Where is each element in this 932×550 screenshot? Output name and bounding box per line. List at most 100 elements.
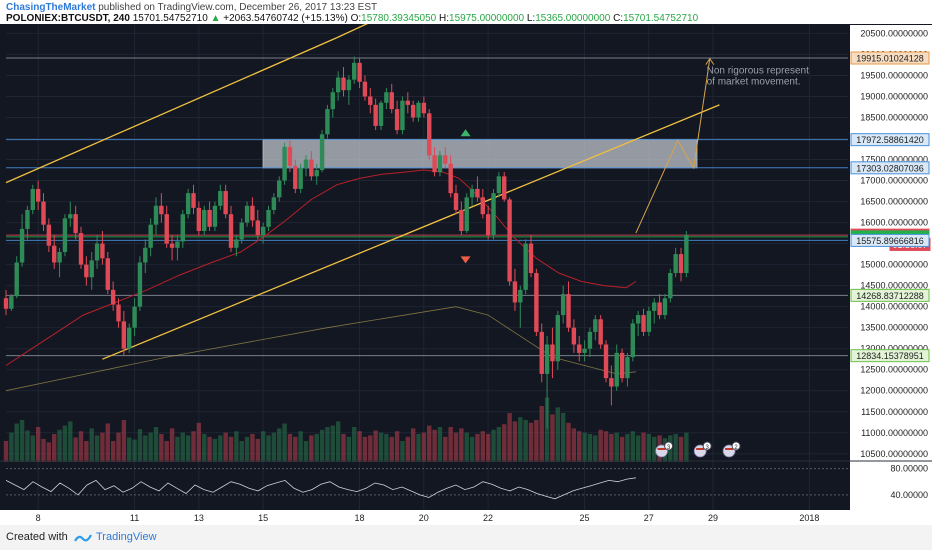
arrow-down-icon (460, 256, 471, 264)
close-value: 15701.54752710 (623, 13, 699, 24)
candle-body (357, 62, 362, 82)
volume-bar (89, 428, 94, 462)
candle-body (518, 289, 523, 303)
event-flag-stripe (725, 448, 734, 450)
volume-bar (566, 422, 571, 462)
tradingview-logo-icon[interactable] (74, 533, 92, 543)
volume-bar (335, 421, 341, 462)
volume-bar (143, 435, 148, 462)
event-flag-stripe (696, 448, 705, 450)
volume-bar (132, 439, 137, 462)
published-text: published on TradingView.com, December 2… (98, 2, 378, 13)
volume-bar (593, 435, 598, 462)
candle-body (185, 193, 191, 215)
candle-body (169, 243, 175, 248)
volume-bar (539, 406, 544, 462)
symbol-label[interactable]: POLONIEX:BTCUSDT, 240 (6, 13, 130, 24)
volume-bar (212, 438, 218, 462)
volume-bar (577, 431, 582, 462)
candle-body (330, 92, 335, 110)
price-tag-label: 19915.01024128 (856, 54, 924, 64)
projection-path (635, 58, 711, 234)
volume-bar (582, 432, 587, 462)
created-with-text: Created with (6, 531, 68, 543)
candle-body (100, 243, 105, 259)
volume-bar (635, 435, 641, 462)
volume-bar (410, 428, 416, 462)
volume-bar (678, 436, 684, 462)
candle-body (464, 197, 469, 231)
volume-bar (207, 436, 212, 462)
candle-body (662, 298, 668, 316)
event-count: 3 (667, 445, 671, 451)
tradingview-brand-link[interactable]: TradingView (96, 531, 157, 543)
candle-body (496, 176, 502, 194)
volume-bar (319, 429, 325, 462)
candle-body (314, 170, 319, 177)
x-tick-label: 22 (483, 513, 493, 523)
volume-bar (603, 431, 609, 462)
candle-body (271, 197, 277, 210)
last-price: 15701.54752710 (132, 13, 208, 24)
volume-bar (475, 434, 480, 462)
annotation-text: Non rigorous represent (707, 65, 809, 76)
candle-body (196, 207, 202, 231)
volume-bar (105, 423, 110, 462)
volume-bar (357, 431, 362, 462)
y-tick-label: 11500.00000000 (861, 407, 928, 417)
candle-body (507, 199, 512, 282)
candle-body (560, 294, 566, 316)
candle-body (453, 193, 459, 210)
candle-body (298, 167, 303, 189)
candle-body (46, 224, 52, 246)
volume-bar (405, 436, 410, 462)
candle-body (164, 214, 169, 244)
volume-bar (266, 435, 271, 462)
candle-body (3, 298, 9, 309)
candle-body (159, 205, 164, 215)
candle-body (78, 233, 84, 265)
publication-line: ChasingTheMarket published on TradingVie… (6, 2, 377, 13)
y-tick-label: 16000.00000000 (860, 218, 928, 228)
volume-bar (512, 421, 518, 462)
y-tick-label: 20500.00000000 (860, 28, 928, 38)
candle-body (202, 209, 207, 231)
candle-body (84, 264, 89, 278)
price-chart[interactable]: 20500.0000000020000.0000000019500.000000… (0, 0, 932, 525)
arrow-up-icon (460, 129, 471, 137)
volume-bar (368, 435, 373, 462)
channel-trendline (5, 37, 338, 184)
candle-body (598, 319, 603, 345)
volume-bar (523, 420, 528, 462)
volume-bar (389, 436, 394, 462)
volume-bar (394, 431, 400, 462)
y-tick-label: 18500.00000000 (860, 112, 928, 122)
volume-bar (159, 434, 164, 462)
author-name[interactable]: ChasingTheMarket (6, 2, 96, 13)
volume-bar (673, 434, 678, 462)
open-value: 15780.39345050 (361, 13, 437, 24)
candle-body (657, 302, 662, 316)
candle-body (668, 273, 673, 299)
y-tick-label: 17000.00000000 (860, 176, 928, 186)
x-tick-label: 11 (130, 513, 139, 523)
price-tag (850, 233, 930, 247)
candle-body (523, 243, 528, 290)
candle-body (528, 243, 534, 274)
volume-bar (432, 429, 437, 462)
volume-bar (57, 429, 62, 462)
volume-bar (153, 427, 159, 462)
volume-bar (571, 428, 577, 462)
volume-bar (309, 435, 314, 462)
candle-body (191, 193, 196, 208)
candle-body (625, 357, 630, 379)
volume-bar (62, 425, 68, 462)
event-count: 2 (734, 445, 738, 451)
y-tick-label: 13500.00000000 (860, 323, 928, 333)
candle-body (41, 201, 46, 225)
candle-body (678, 254, 684, 274)
annotation-text: of market movement. (707, 76, 801, 87)
volume-bar (453, 432, 459, 462)
volume-bar (507, 413, 512, 462)
volume-bar (148, 432, 153, 462)
